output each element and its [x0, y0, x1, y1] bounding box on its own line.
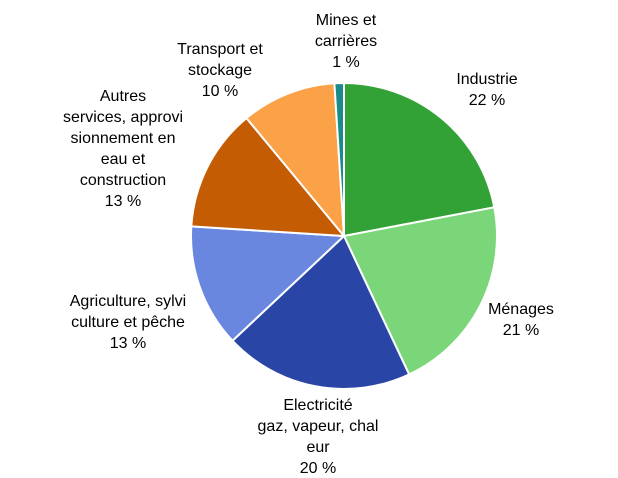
slice-label-line: Industrie [456, 71, 517, 88]
slice-label-line: eur [306, 439, 330, 456]
slice-label-line: Transport et [177, 41, 263, 58]
slice-label-line: culture et pêche [71, 314, 185, 331]
slice-label-line: Ménages [488, 301, 554, 318]
pie-slice [343, 82, 496, 237]
slice-percent: 22 % [469, 92, 505, 109]
slice-percent: 1 % [332, 54, 360, 71]
pie-slice [343, 206, 498, 376]
slice-label: Ménages 21 % [488, 301, 554, 339]
slice-percent: 21 % [503, 322, 539, 339]
slice-label: Industrie 22 % [456, 71, 517, 109]
pie-slice [333, 81, 345, 237]
pie-slice [190, 117, 345, 237]
slice-label: Mines et carrières 1 % [315, 12, 377, 71]
pie-slice [231, 235, 411, 390]
pie-labels: Industrie 22 % Ménages 21 % Electricité gaz, … [63, 12, 554, 477]
slice-label-line: services, approvi [63, 109, 183, 126]
pie-slice [189, 225, 345, 342]
slice-label-line: gaz, vapeur, chal [258, 418, 379, 435]
slice-label-line: sionnement en [71, 130, 176, 147]
slice-percent: 13 % [105, 193, 141, 210]
slice-percent: 10 % [202, 83, 238, 100]
slice-label: Agriculture, sylvi culture et pêche 13 % [70, 293, 186, 352]
pie-slice [245, 82, 345, 237]
slice-label-line: construction [80, 172, 166, 189]
pie-slices [189, 81, 498, 390]
slice-label-line: Agriculture, sylvi [70, 293, 186, 310]
slice-label-line: Electricité [283, 397, 352, 414]
slice-label-line: eau et [101, 151, 146, 168]
slice-label-line: Mines et [316, 12, 377, 29]
slice-percent: 13 % [110, 335, 146, 352]
slice-label-line: stockage [188, 62, 252, 79]
slice-label: Electricité gaz, vapeur, chal eur 20 % [258, 397, 379, 477]
slice-label: Transport et stockage 10 % [177, 41, 263, 100]
slice-label: Autres services, approvi sionnement en eau … [63, 88, 183, 210]
slice-label-line: Autres [100, 88, 146, 105]
slice-label-line: carrières [315, 33, 377, 50]
slice-percent: 20 % [300, 460, 336, 477]
